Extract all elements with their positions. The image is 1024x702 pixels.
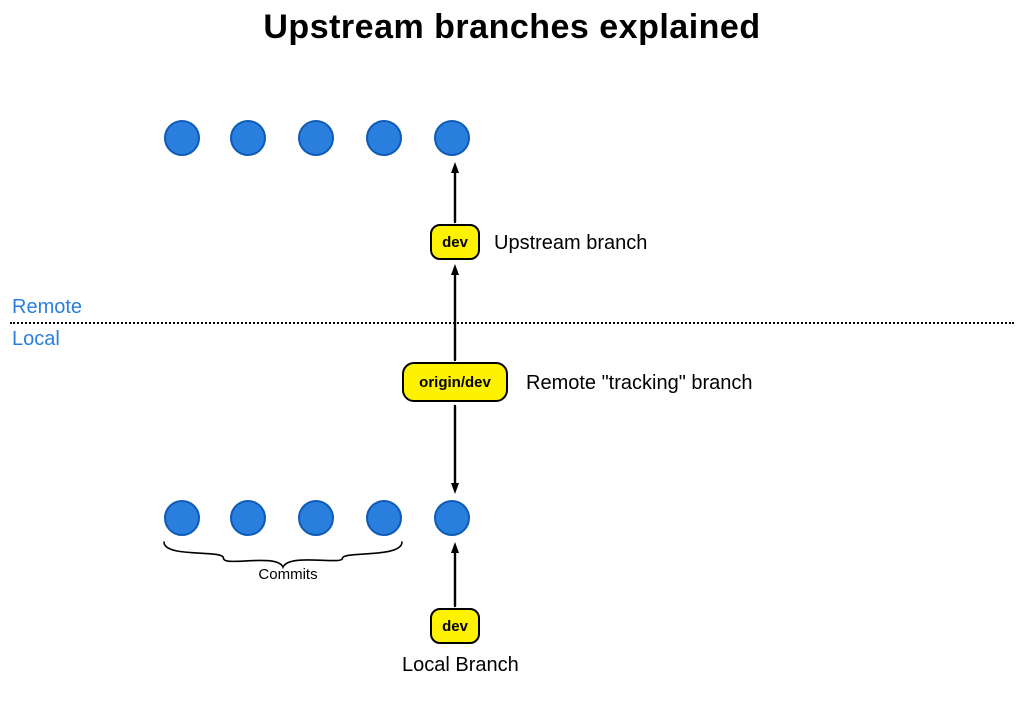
commits-brace-label: Commits (238, 566, 338, 583)
commits-curly-brace (0, 0, 1024, 702)
diagram-stage: Upstream branches explained Remote Local… (0, 0, 1024, 702)
